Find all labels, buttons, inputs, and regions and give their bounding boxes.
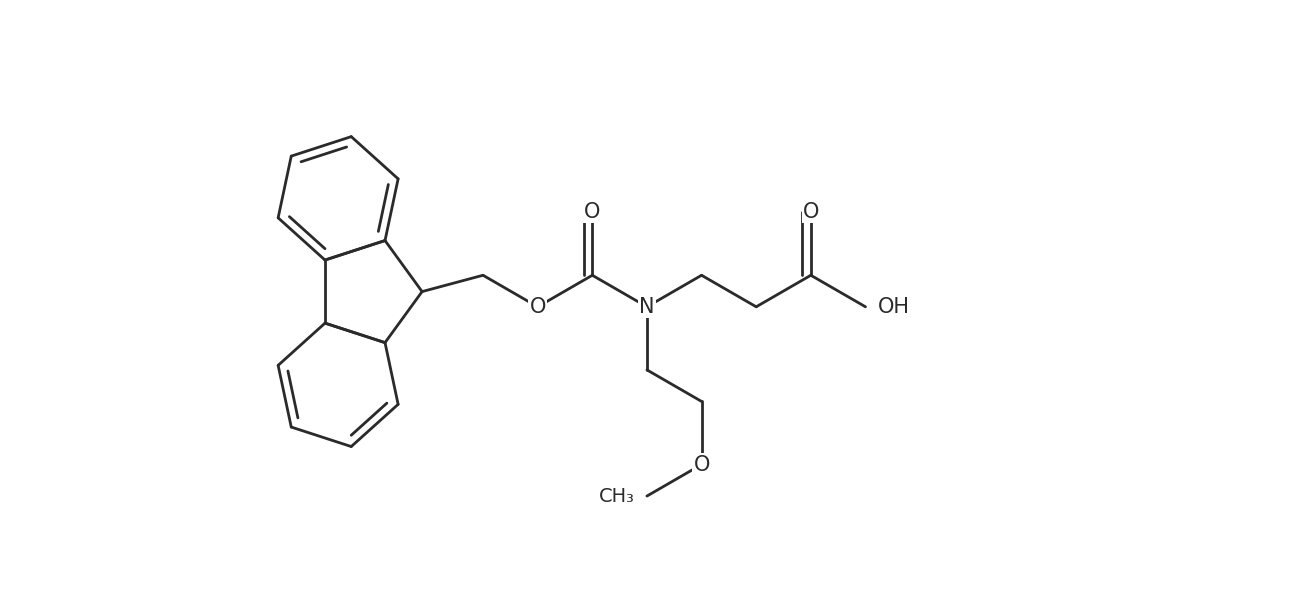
- Text: O: O: [584, 202, 600, 222]
- Text: N: N: [639, 297, 655, 317]
- Text: O: O: [694, 455, 710, 475]
- Text: O: O: [802, 202, 819, 222]
- Text: CH₃: CH₃: [599, 487, 635, 506]
- Text: O: O: [529, 297, 546, 317]
- Text: OH: OH: [878, 297, 909, 317]
